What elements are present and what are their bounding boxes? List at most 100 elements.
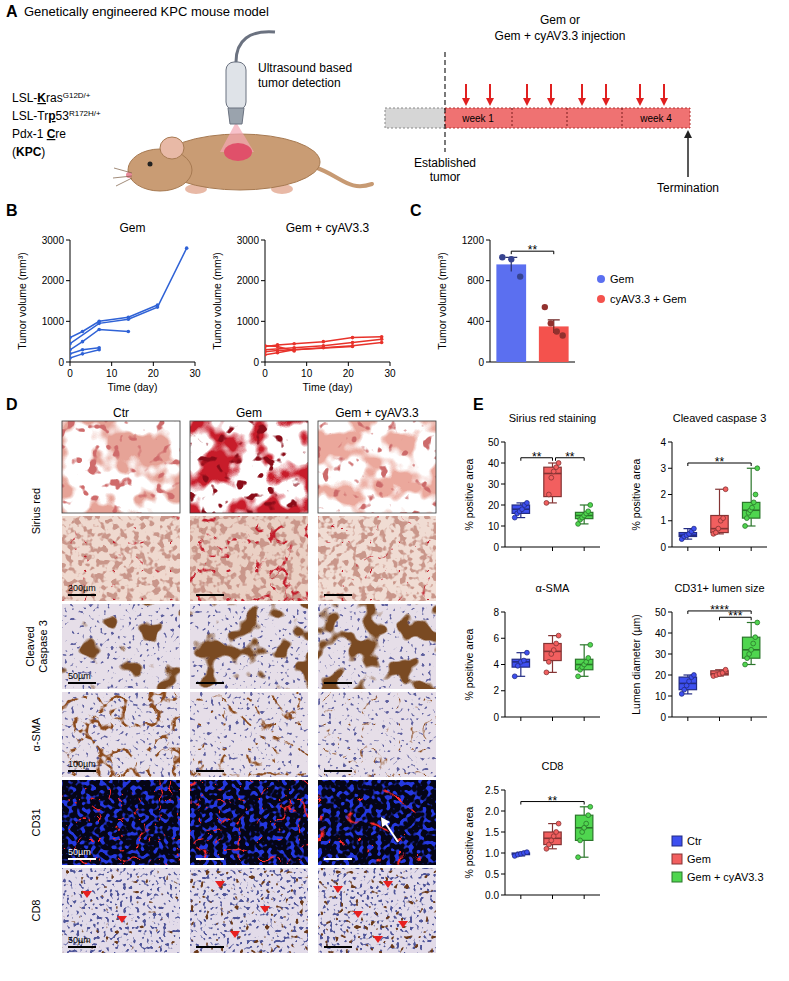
scale-label: 50µm bbox=[68, 671, 91, 681]
point bbox=[521, 658, 526, 663]
scale-bar bbox=[324, 682, 352, 684]
micrograph bbox=[62, 780, 180, 865]
row-label: CD8 bbox=[30, 899, 42, 921]
box bbox=[711, 516, 728, 533]
box bbox=[544, 467, 561, 496]
legend-swatch bbox=[672, 854, 682, 864]
y-tick-label: 2.5 bbox=[485, 785, 499, 796]
point bbox=[512, 674, 517, 679]
line-chart: 01000200030000102030Tumor volume (mm³)Ti… bbox=[16, 221, 201, 393]
point bbox=[723, 487, 728, 492]
point bbox=[755, 466, 760, 471]
probe-label: Ultrasound based bbox=[258, 61, 352, 75]
probe-label: tumor detection bbox=[258, 76, 341, 90]
arrow bbox=[386, 824, 398, 842]
column-header: Ctr bbox=[113, 406, 129, 420]
genotype: (KPC) bbox=[12, 145, 45, 159]
scale-bar bbox=[68, 682, 96, 684]
timeline: Gem orGem + cyAV3.3 injectionweek 1week … bbox=[385, 13, 719, 195]
y-tick-label: 400 bbox=[467, 316, 484, 327]
injection-arrowhead bbox=[547, 98, 555, 106]
box bbox=[512, 659, 529, 667]
x-tick bbox=[552, 895, 553, 899]
significance: **** bbox=[710, 603, 729, 617]
injection-arrowhead bbox=[660, 98, 668, 106]
legend-swatch bbox=[597, 295, 605, 303]
scale-bar bbox=[324, 858, 352, 860]
y-axis-title: Tumor volume (mm³) bbox=[16, 252, 28, 350]
legend-label: Ctr bbox=[687, 835, 702, 847]
y-tick-label: 4 bbox=[660, 437, 666, 448]
point bbox=[723, 667, 728, 672]
y-axis-title: % positive area bbox=[630, 458, 642, 530]
scale-bar bbox=[68, 946, 96, 948]
arrowhead bbox=[383, 881, 393, 888]
micrograph bbox=[318, 692, 436, 777]
point bbox=[548, 320, 554, 326]
chart-title: CD8 bbox=[541, 760, 563, 772]
cable bbox=[236, 32, 275, 62]
head bbox=[128, 149, 192, 191]
panel-letter: B bbox=[6, 202, 18, 219]
point bbox=[499, 254, 505, 260]
y-tick bbox=[501, 811, 505, 812]
y-tick-label: 20 bbox=[488, 500, 500, 511]
micrograph bbox=[318, 868, 436, 953]
whisker bbox=[520, 653, 521, 660]
arrowhead bbox=[381, 817, 390, 827]
point bbox=[351, 336, 355, 340]
whisker-cap bbox=[516, 517, 525, 518]
x-tick bbox=[70, 362, 71, 366]
y-tick bbox=[486, 240, 490, 241]
panel-letter: D bbox=[6, 396, 18, 413]
whisker bbox=[584, 807, 585, 815]
whisker bbox=[751, 623, 752, 638]
scale-label: 50µm bbox=[68, 935, 91, 945]
whisker bbox=[687, 690, 688, 694]
x-axis bbox=[265, 362, 390, 363]
line bbox=[265, 346, 294, 351]
week-divider bbox=[622, 108, 623, 128]
point bbox=[276, 345, 280, 349]
y-tick-label: 4 bbox=[493, 659, 499, 670]
x-tick bbox=[390, 362, 391, 366]
y-axis bbox=[505, 442, 506, 547]
y-tick-label: 1 bbox=[660, 515, 666, 526]
genotype-part: LSL- bbox=[12, 91, 37, 105]
treatment-label: Gem + cyAV3.3 injection bbox=[495, 29, 626, 43]
arrowhead bbox=[373, 936, 383, 943]
whisker-cap bbox=[580, 806, 589, 807]
whisker-cap bbox=[747, 664, 756, 665]
bar-chart: 04008001200Tumor volume (mm³)**GemcyAV3.… bbox=[436, 235, 687, 368]
point bbox=[127, 330, 131, 334]
significance: ** bbox=[715, 455, 725, 469]
y-tick bbox=[486, 321, 490, 322]
injection-arrow bbox=[605, 84, 607, 99]
x-tick bbox=[348, 362, 349, 366]
y-tick bbox=[501, 638, 505, 639]
whisker bbox=[751, 518, 752, 526]
x-tick bbox=[153, 362, 154, 366]
genotype-part: p bbox=[48, 109, 55, 123]
point bbox=[576, 674, 581, 679]
point bbox=[588, 804, 593, 809]
point bbox=[576, 855, 581, 860]
column-header: Gem + cyAV3.3 bbox=[335, 406, 419, 420]
column-header: Gem bbox=[236, 406, 262, 420]
scale-bar bbox=[196, 858, 224, 860]
whiskers bbox=[113, 168, 132, 186]
genotype-part: C bbox=[47, 127, 56, 141]
y-axis-title: Lumen diameter (µm) bbox=[630, 614, 642, 715]
genotype-part: LSL-Tr bbox=[12, 109, 48, 123]
point bbox=[127, 315, 131, 319]
whisker bbox=[552, 845, 553, 849]
x-tick-label: 10 bbox=[106, 368, 118, 379]
point bbox=[185, 246, 189, 250]
y-tick-label: 0 bbox=[660, 542, 666, 553]
x-tick bbox=[719, 717, 720, 721]
micrograph bbox=[62, 516, 180, 601]
point bbox=[556, 821, 561, 826]
injection-arrowhead bbox=[523, 98, 531, 106]
point bbox=[322, 340, 326, 344]
data bbox=[512, 804, 593, 859]
